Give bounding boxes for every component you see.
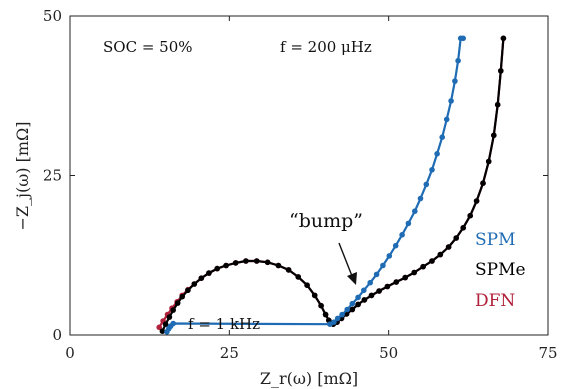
legend-spme: SPMe bbox=[475, 260, 526, 280]
data-point-spm bbox=[429, 167, 435, 173]
data-point-spme bbox=[500, 35, 507, 42]
data-point-spm bbox=[460, 35, 467, 42]
data-point-spme bbox=[185, 287, 191, 294]
data-point-spm bbox=[355, 294, 361, 301]
data-point-spme bbox=[318, 302, 324, 309]
data-point-spme bbox=[368, 292, 375, 299]
data-point-spm bbox=[386, 253, 393, 259]
data-point-spme bbox=[264, 259, 271, 266]
y-tick-label: 0 bbox=[52, 326, 62, 344]
data-point-spm bbox=[334, 315, 341, 322]
data-point-spme bbox=[494, 101, 501, 108]
data-point-spme bbox=[376, 288, 382, 294]
data-point-spme bbox=[445, 244, 452, 250]
data-point-spme bbox=[485, 158, 492, 165]
data-point-spme bbox=[467, 212, 474, 219]
data-point-spme bbox=[460, 225, 467, 231]
series-line-spme bbox=[161, 38, 505, 332]
data-point-spme bbox=[322, 311, 329, 318]
series-line-dfn bbox=[158, 38, 505, 328]
data-point-spm bbox=[344, 306, 351, 313]
data-point-spme bbox=[166, 314, 173, 320]
y-axis-label: −Z_j(ω) [mΩ] bbox=[13, 121, 32, 230]
bump-arrow bbox=[338, 242, 357, 285]
data-point-spme bbox=[285, 267, 292, 273]
data-point-spme bbox=[411, 269, 418, 276]
data-point-spme bbox=[214, 265, 220, 272]
data-point-spme bbox=[174, 300, 181, 306]
data-point-spm bbox=[361, 287, 367, 294]
y-tick-label: 50 bbox=[43, 7, 62, 25]
data-point-spm bbox=[373, 271, 380, 278]
data-point-spme bbox=[355, 301, 361, 308]
data-point-spme bbox=[243, 258, 249, 264]
data-point-spme bbox=[232, 260, 239, 266]
data-point-spm bbox=[392, 242, 399, 249]
legend-dfn: DFN bbox=[475, 291, 515, 311]
data-point-spme bbox=[304, 282, 310, 289]
high-frequency-annotation: f = 1 kHz bbox=[188, 315, 260, 333]
data-point-spme bbox=[491, 132, 497, 139]
data-point-spme bbox=[473, 198, 480, 204]
data-point-spm bbox=[367, 279, 374, 286]
data-point-spme bbox=[311, 292, 318, 299]
x-tick-label: 25 bbox=[220, 344, 239, 362]
data-point-spme bbox=[349, 306, 356, 313]
data-point-spme bbox=[384, 283, 391, 290]
data-point-spme bbox=[420, 263, 426, 270]
data-point-spm bbox=[434, 151, 440, 157]
data-point-spm bbox=[448, 98, 454, 104]
data-point-spm bbox=[349, 300, 356, 307]
x-tick-label: 0 bbox=[65, 344, 75, 362]
data-point-spme bbox=[393, 279, 400, 285]
data-point-spme bbox=[275, 262, 282, 269]
data-point-spme bbox=[498, 68, 504, 74]
data-point-spme bbox=[162, 321, 169, 328]
data-point-spm bbox=[331, 319, 337, 326]
data-point-spm bbox=[405, 220, 412, 227]
data-point-spm bbox=[412, 208, 418, 214]
data-point-dfn bbox=[156, 324, 162, 331]
data-point-spm bbox=[452, 78, 458, 84]
data-point-spme bbox=[295, 274, 302, 280]
y-tick-label: 25 bbox=[43, 167, 62, 185]
data-point-spm bbox=[423, 181, 430, 188]
bump-annotation: “bump” bbox=[289, 210, 363, 232]
data-point-spme bbox=[191, 281, 198, 287]
series-line-spm bbox=[165, 37, 464, 333]
data-point-spm bbox=[439, 134, 446, 140]
data-point-spme bbox=[253, 258, 260, 264]
data-point-spme bbox=[179, 293, 185, 300]
data-point-spm bbox=[417, 195, 424, 202]
data-point-spme bbox=[361, 297, 368, 303]
data-point-spme bbox=[429, 258, 435, 264]
data-point-spm bbox=[339, 311, 345, 318]
low-frequency-annotation: f = 200 μHz bbox=[280, 38, 372, 56]
x-tick-label: 50 bbox=[379, 344, 398, 362]
x-axis-label: Z_r(ω) [mΩ] bbox=[260, 369, 358, 388]
data-point-spme bbox=[206, 270, 212, 276]
data-point-spme bbox=[437, 251, 444, 258]
data-point-spm bbox=[443, 116, 450, 123]
data-point-spme bbox=[480, 180, 486, 186]
series-spm bbox=[164, 35, 467, 335]
data-point-spme bbox=[198, 275, 205, 282]
data-point-spme bbox=[402, 274, 409, 281]
soc-annotation: SOC = 50% bbox=[103, 38, 193, 56]
data-point-spme bbox=[453, 235, 460, 241]
data-point-spme bbox=[170, 307, 176, 313]
data-point-spme bbox=[223, 262, 229, 269]
data-point-spme bbox=[159, 328, 166, 335]
data-point-spm bbox=[399, 232, 405, 238]
data-point-spm bbox=[455, 57, 461, 64]
data-point-spm bbox=[170, 320, 176, 327]
x-tick-label: 75 bbox=[538, 344, 557, 362]
data-point-spm bbox=[380, 262, 386, 269]
legend-spm: SPM bbox=[475, 230, 516, 250]
